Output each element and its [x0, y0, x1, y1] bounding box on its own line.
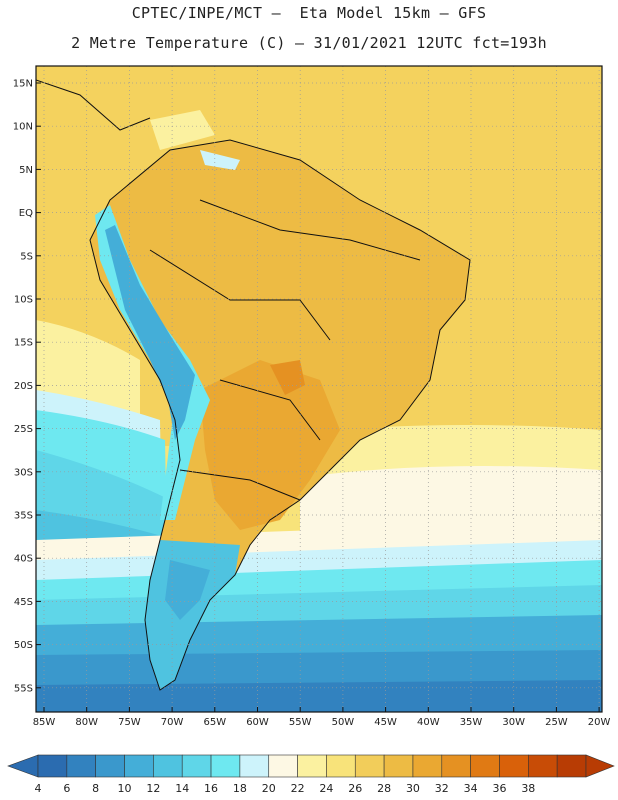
colorbar-label: 24 [319, 782, 333, 795]
lon-tick-label: 80W [75, 717, 98, 728]
lat-tick-label: 45S [14, 597, 33, 608]
lon-tick-label: 35W [460, 717, 483, 728]
colorbar-label: 34 [464, 782, 478, 795]
colorbar-swatch [66, 754, 96, 778]
colorbar-swatch [95, 754, 125, 778]
lat-tick-label: 50S [14, 640, 33, 651]
lon-tick-label: 75W [118, 717, 141, 728]
lat-tick-label: 5S [20, 251, 33, 262]
colorbar-swatch [354, 754, 385, 778]
colorbar-swatch [412, 754, 443, 778]
lon-tick-label: 55W [289, 717, 312, 728]
lat-tick-label: EQ [19, 208, 33, 219]
colorbar-swatch [37, 754, 68, 778]
colorbar-arrow-high [585, 754, 615, 778]
lat-tick-label: 30S [14, 467, 33, 478]
colorbar-swatch [153, 754, 183, 778]
colorbar-label: 28 [377, 782, 391, 795]
lat-tick-label: 55S [14, 683, 33, 694]
colorbar-label: 32 [435, 782, 449, 795]
colorbar-swatch [326, 754, 356, 778]
lon-tick-label: 20W [588, 717, 611, 728]
colorbar-swatch [383, 754, 414, 778]
colorbar-label: 12 [146, 782, 160, 795]
temperature-field [36, 66, 602, 712]
colorbar-label: 26 [348, 782, 362, 795]
lon-tick-label: 60W [246, 717, 269, 728]
lon-tick-label: 50W [332, 717, 355, 728]
colorbar-label: 8 [92, 782, 99, 795]
colorbar-swatch [181, 754, 212, 778]
lon-tick-label: 45W [374, 717, 397, 728]
lat-tick-label: 10N [13, 122, 33, 133]
lat-tick-label: 35S [14, 511, 33, 522]
colorbar-arrow-low [7, 754, 39, 778]
lat-tick-label: 10S [14, 295, 33, 306]
lon-tick-label: 30W [502, 717, 525, 728]
colorbar-swatch [441, 754, 471, 778]
colorbar-swatch [470, 754, 500, 778]
lat-tick-label: 5N [19, 165, 33, 176]
colorbar-swatch [210, 754, 241, 778]
axis-ticks: 15N 10N 5N EQ 5S 10S 15S 20S 25S 30S 35S 40S 45S 50S 5… [13, 79, 611, 729]
colorbar-swatch [499, 754, 529, 778]
colorbar-swatch [239, 754, 270, 778]
colorbar-label: 20 [262, 782, 276, 795]
map-title-line-2: 2 Metre Temperature (C) – 31/01/2021 12U… [71, 34, 547, 52]
colorbar-swatch [556, 754, 587, 778]
colorbar-label: 16 [204, 782, 218, 795]
lon-tick-label: 85W [33, 717, 56, 728]
lat-tick-label: 15S [14, 338, 33, 349]
colorbar-label: 4 [35, 782, 42, 795]
lon-tick-label: 25W [545, 717, 568, 728]
lon-tick-label: 70W [161, 717, 184, 728]
colorbar-swatch [297, 754, 327, 778]
colorbar-label: 22 [291, 782, 305, 795]
colorbar-label: 30 [406, 782, 420, 795]
lat-tick-label: 15N [13, 79, 33, 90]
lat-tick-label: 25S [14, 424, 33, 435]
colorbar-label: 10 [118, 782, 132, 795]
colorbar-swatch [268, 754, 298, 778]
lon-tick-label: 40W [417, 717, 440, 728]
lon-tick-label: 65W [203, 717, 226, 728]
coastline-outlines [36, 79, 471, 691]
lat-tick-label: 40S [14, 554, 33, 565]
colorbar-label: 14 [175, 782, 189, 795]
map-frame [35, 65, 603, 713]
map-title-line-1: CPTEC/INPE/MCT – Eta Model 15km – GFS [131, 4, 487, 22]
colorbar-label: 36 [492, 782, 506, 795]
colorbar-swatch [528, 754, 558, 778]
colorbar-label: 18 [233, 782, 247, 795]
lat-tick-label: 20S [14, 381, 33, 392]
colorbar-label: 6 [63, 782, 70, 795]
colorbar-label: 38 [521, 782, 535, 795]
colorbar: 4 6 8 10 12 14 16 18 20 22 24 26 28 30 32 34 36 38 [7, 754, 615, 795]
colorbar-swatch [124, 754, 154, 778]
